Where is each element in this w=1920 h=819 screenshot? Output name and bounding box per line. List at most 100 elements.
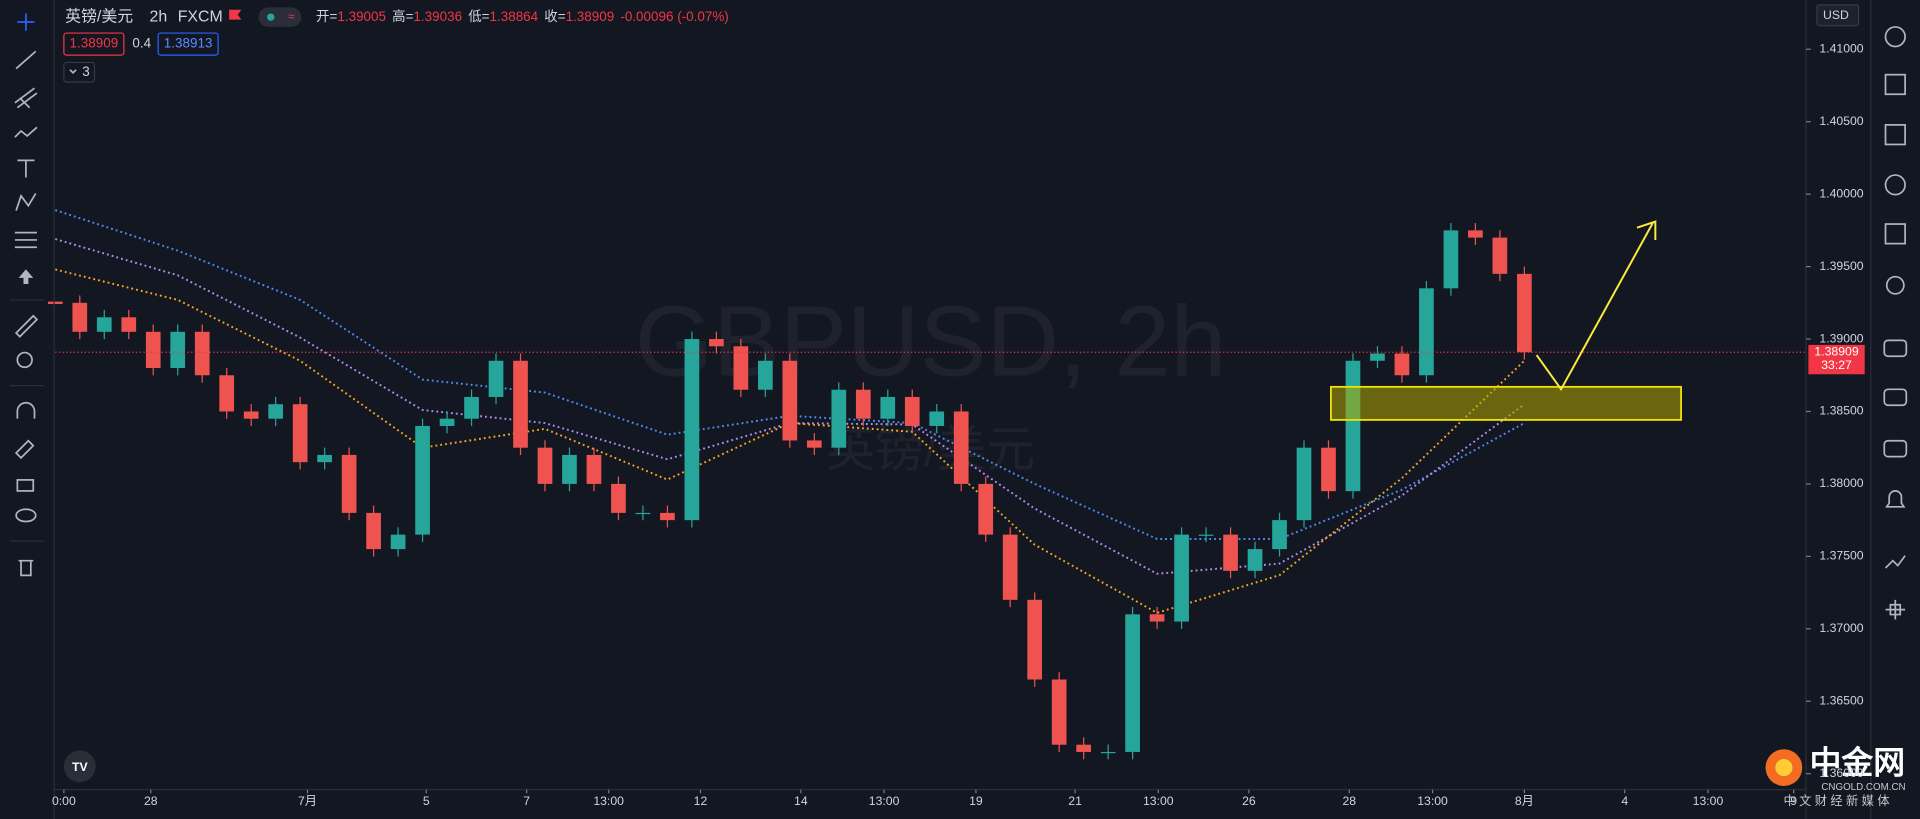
candle-body — [366, 512, 381, 550]
x-tick-label: 7月 — [298, 794, 317, 808]
forecast-arrow[interactable] — [1535, 222, 1654, 392]
watermark-symbol: GBPUSD, 2h — [635, 285, 1226, 397]
y-tick-label: 1.39000 — [1819, 331, 1863, 345]
chat-icon[interactable] — [1883, 339, 1908, 358]
arrow-tool[interactable] — [18, 269, 34, 285]
flag-icon[interactable] — [229, 9, 242, 20]
ohlc-value: 1.38909 — [566, 9, 615, 24]
candle-body — [660, 512, 675, 521]
support-zone[interactable] — [1330, 385, 1682, 421]
watchlist-icon[interactable] — [1884, 124, 1906, 146]
candle-body — [243, 411, 259, 419]
notes-icon[interactable] — [1883, 439, 1908, 458]
candle-body — [513, 360, 528, 448]
candle-body — [782, 360, 798, 441]
candle-body — [1468, 230, 1483, 238]
x-tick-label: 7 — [523, 794, 530, 808]
x-tick-label: 28 — [144, 794, 158, 808]
y-tick-label: 1.40000 — [1819, 186, 1863, 200]
candle-body — [317, 454, 332, 463]
arrow-head — [1636, 220, 1657, 240]
y-tick-label: 1.38000 — [1819, 476, 1863, 490]
candle-body — [1027, 599, 1043, 680]
x-tick-label: 4 — [1621, 794, 1628, 808]
ohlc-label: 低= — [468, 9, 489, 24]
candle-body — [1076, 744, 1091, 752]
x-tick-label: 8月 — [1515, 794, 1534, 808]
ohlc-label: 高= — [392, 8, 413, 24]
alarm-icon[interactable] — [1884, 26, 1906, 48]
lock-tool[interactable] — [16, 479, 35, 492]
calendar-icon[interactable] — [1884, 223, 1906, 245]
candle-body — [831, 389, 847, 448]
status-pill[interactable] — [258, 7, 302, 27]
tv-logo-mark: TV — [72, 760, 88, 774]
bid-badge[interactable] — [63, 32, 125, 56]
tv-logo[interactable] — [63, 750, 96, 783]
candle-body — [1149, 614, 1165, 622]
candle-body — [709, 339, 724, 347]
candle-body — [635, 512, 651, 515]
tools-icon[interactable] — [1885, 599, 1906, 620]
candle-body — [96, 317, 112, 332]
pattern-tool[interactable] — [14, 126, 38, 138]
y-tick-label: 1.39500 — [1819, 259, 1863, 273]
x-tick-label: 14 — [794, 794, 808, 808]
fib-tool[interactable] — [14, 87, 38, 109]
indicators-toggle[interactable] — [63, 61, 96, 83]
candle-body — [1174, 534, 1189, 622]
candle-body — [1100, 751, 1116, 754]
candle-body — [1198, 534, 1214, 536]
status-dot — [267, 13, 275, 21]
candle-body — [1051, 679, 1067, 745]
candle-body — [390, 534, 406, 550]
candle-body — [194, 331, 210, 376]
streams-icon[interactable] — [1883, 388, 1908, 407]
y-tick-label: 1.37500 — [1819, 549, 1863, 563]
candle-body — [1247, 549, 1263, 571]
ohlc-value: 1.39036 — [413, 9, 462, 24]
candle-body — [562, 454, 577, 484]
notifications-icon[interactable] — [1885, 490, 1906, 508]
candle-body — [953, 411, 969, 484]
candle-body — [1492, 237, 1508, 274]
y-tick-label: 1.41000 — [1819, 41, 1863, 55]
draw-mode-tool[interactable] — [14, 439, 35, 460]
zoom-tool[interactable] — [16, 351, 33, 369]
candle-body — [1345, 360, 1361, 492]
ideas-icon[interactable] — [1885, 275, 1905, 295]
currency: USD — [1823, 8, 1849, 22]
change: -0.00096 (-0.07%) — [620, 9, 728, 24]
interval[interactable]: 2h — [150, 8, 168, 25]
logo-core — [1775, 759, 1793, 777]
candle-body — [978, 483, 994, 535]
x-tick-label: 26 — [1242, 794, 1256, 808]
symbol[interactable]: 英镑/美元 — [65, 7, 133, 25]
ask-badge[interactable] — [157, 32, 219, 56]
trendline-tool[interactable] — [15, 50, 37, 70]
crosshair-tool[interactable] — [17, 13, 35, 31]
candle-body — [170, 331, 186, 369]
ohlc-legend: 开=1.39005 高=1.39036 低=1.38864 收=1.38909 -0.0… — [316, 8, 729, 24]
news-icon[interactable] — [1884, 73, 1906, 96]
magnet-tool[interactable] — [16, 401, 36, 419]
data-icon[interactable] — [1884, 174, 1906, 196]
delete-tool[interactable] — [18, 559, 34, 577]
currency-button[interactable] — [1816, 4, 1860, 27]
ohlc-value: 1.39005 — [337, 9, 386, 24]
visibility-tool[interactable] — [15, 508, 37, 523]
measure-tool[interactable] — [14, 231, 37, 249]
candle-body — [1223, 534, 1238, 571]
pulse-icon[interactable] — [1884, 555, 1906, 569]
candle-body — [464, 396, 479, 419]
text-tool[interactable] — [17, 159, 35, 178]
indicator-count: 3 — [82, 64, 89, 79]
ruler-tool[interactable] — [14, 314, 39, 338]
x-tick-label: 13:00 — [869, 794, 900, 808]
x-tick-label: 21 — [1068, 794, 1082, 808]
projection-tool[interactable] — [15, 192, 37, 211]
candle-body — [1419, 288, 1434, 376]
candle-body — [1517, 273, 1532, 353]
y-tick-label: 1.36000 — [1819, 766, 1863, 780]
